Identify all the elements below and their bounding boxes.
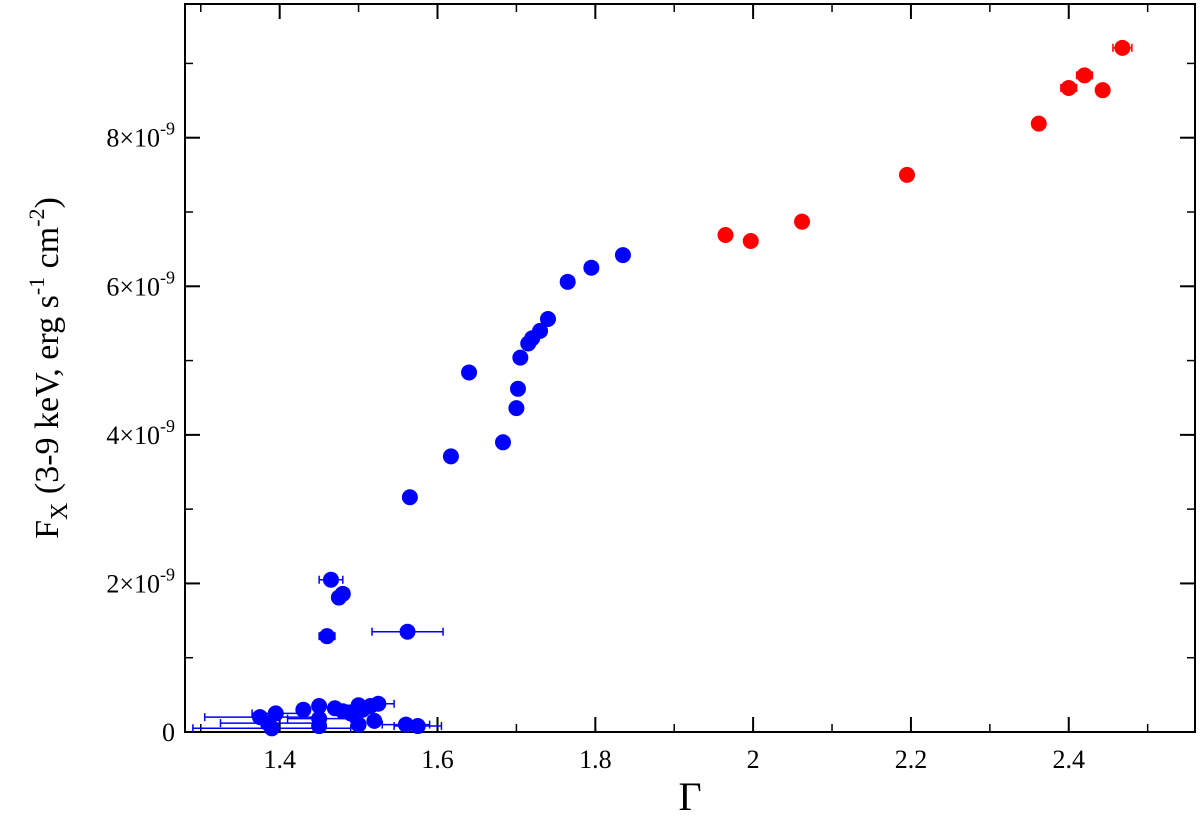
data-point [295,701,312,718]
data-point [898,166,915,183]
data-point [614,247,631,264]
plot-frame [184,3,1196,733]
x-tick-label: 2.2 [895,745,928,774]
y-axis-title: FX (3-9 keV, erg s-1 cm-2) [24,197,73,539]
data-point [409,718,426,735]
data-point [509,380,526,397]
data-points [192,39,1133,737]
y-tick-label: 0 [162,718,175,747]
x-tick-label: 1.6 [421,745,454,774]
y-tick-label: 8×10-9 [106,119,175,153]
y-tick-label: 6×10-9 [106,267,175,301]
data-point [461,364,478,381]
data-point [742,232,759,249]
x-tick-label: 1.8 [579,745,612,774]
data-point [1094,82,1111,99]
x-tick-labels: 1.4 1.6 1.8 2 2.2 2.4 [263,745,1085,774]
data-point [311,698,328,714]
svg-text:FX (3-9 keV, erg s-1 cm-2): FX (3-9 keV, erg s-1 cm-2) [24,197,73,539]
data-point [539,310,556,327]
data-point [1060,79,1077,96]
y-tick-label: 4×10-9 [106,416,175,450]
x-tick-label: 2 [747,745,760,774]
x-axis-title: Γ [678,774,701,819]
data-point [794,213,811,230]
data-point [442,448,459,465]
data-point [717,227,734,244]
data-point [520,335,537,352]
data-point [1114,39,1131,56]
axis-ticks [185,4,1195,733]
data-point [366,712,383,729]
data-point [512,349,529,366]
data-point [263,720,280,737]
x-tick-label: 2.4 [1053,745,1086,774]
data-point [508,400,525,417]
y-tick-labels: 0 2×10-9 4×10-9 6×10-9 8×10-9 [106,119,175,747]
data-point [583,259,600,276]
data-point [399,623,416,640]
y-tick-label: 2×10-9 [106,564,175,598]
data-point [322,571,339,588]
data-point [330,589,347,606]
data-point [311,718,328,735]
x-tick-label: 1.4 [263,745,296,774]
data-point [1030,115,1047,132]
data-point [350,716,367,733]
data-point [401,489,418,506]
data-point [559,273,576,290]
data-point [1076,67,1093,84]
data-point [397,716,414,733]
data-point [326,700,343,717]
data-point [319,628,336,645]
data-point [494,434,511,451]
